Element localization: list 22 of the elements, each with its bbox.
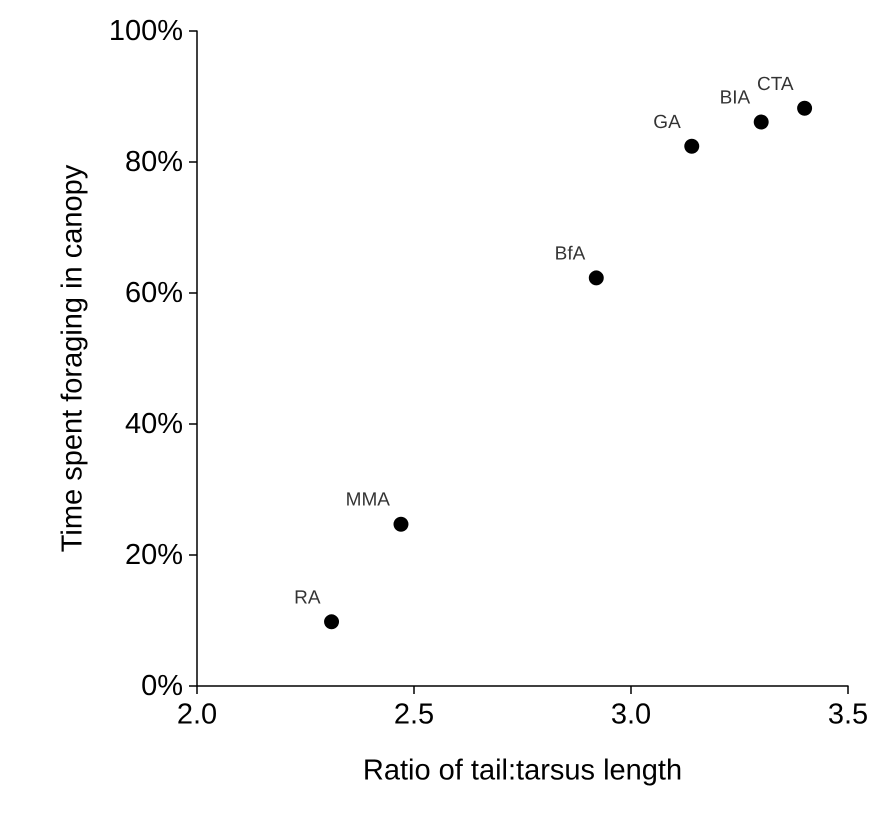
- annotation: MMA: [346, 490, 390, 511]
- y-tick-label: 80%: [124, 146, 183, 178]
- x-tick-label: 2.5: [394, 698, 434, 730]
- point: [754, 114, 769, 130]
- y-tick-label: 100%: [108, 15, 183, 47]
- point: [588, 270, 604, 286]
- annotation: BfA: [554, 243, 586, 264]
- point: [797, 100, 812, 116]
- y-tick-label: 20%: [124, 539, 183, 571]
- y-axis-title: Time spent foraging in canopy: [56, 164, 88, 552]
- x-tick-label: 3.5: [828, 698, 868, 730]
- x-axis-title: Ratio of tail:tarsus length: [362, 754, 682, 786]
- point: [393, 516, 408, 532]
- annotation: BIA: [720, 88, 751, 109]
- annotation: RA: [294, 587, 321, 608]
- y-tick-label: 60%: [124, 277, 183, 309]
- y-tick-label: 40%: [124, 408, 183, 440]
- point: [684, 138, 700, 154]
- annotation: CTA: [757, 74, 794, 95]
- point: [324, 614, 340, 630]
- annotation: GA: [653, 112, 682, 133]
- x-tick-label: 3.0: [610, 698, 652, 730]
